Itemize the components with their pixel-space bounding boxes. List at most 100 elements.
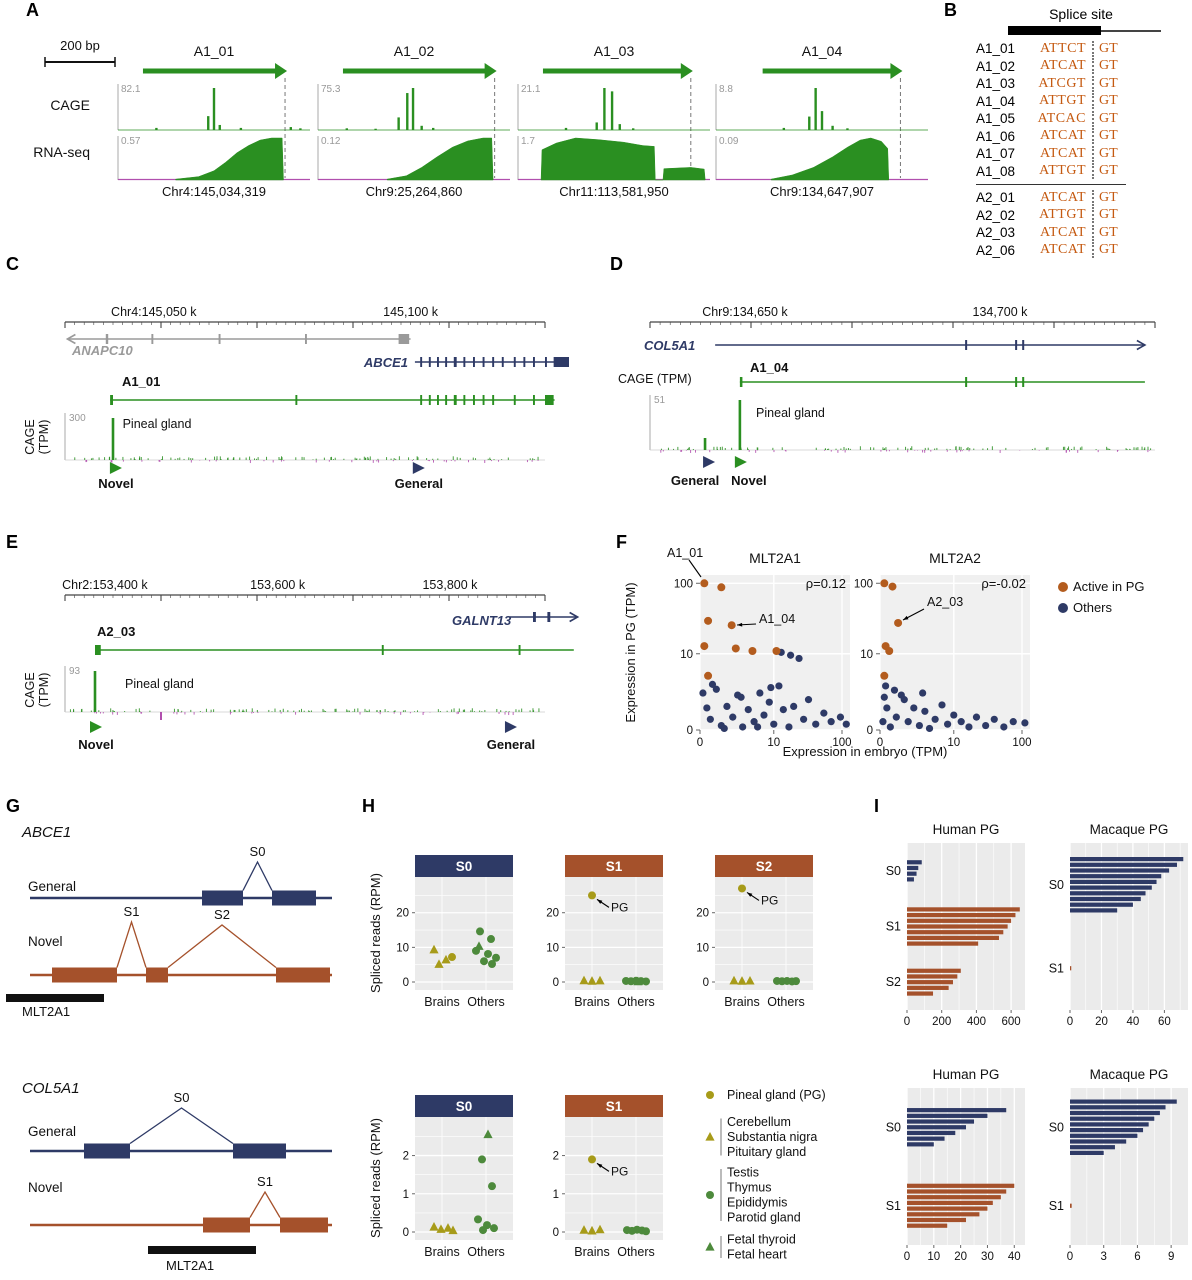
- strip-header: [415, 1095, 513, 1117]
- strip-header: [565, 1095, 663, 1117]
- bar: [1070, 1116, 1155, 1121]
- group-divider: [976, 184, 1126, 185]
- bar: [1070, 908, 1118, 913]
- splice-site-title: Splice site: [1049, 6, 1113, 22]
- splice-id: A2_06: [976, 242, 1016, 258]
- panel-e-galnt13-locus: Chr2:153,400 k 153,600 k 153,800 k GALNT13 A…: [23, 578, 580, 752]
- strip-title: S1: [606, 1099, 623, 1114]
- group-label: S1: [886, 1199, 901, 1213]
- category-label: Brains: [724, 995, 759, 1009]
- strip-title: S2: [756, 859, 773, 874]
- general-promoter-marker: [412, 462, 425, 474]
- splice-sequence: ATTGT: [1039, 93, 1086, 109]
- legend-dot: [1058, 603, 1068, 613]
- group-label: S0: [1049, 878, 1064, 892]
- signal-axis-max: 93: [69, 666, 81, 677]
- cage-signal: [345, 88, 435, 130]
- scalebar: 200 bp: [44, 38, 116, 67]
- splice-row-A1_03: A1_03 ATCGT GT: [976, 75, 1126, 93]
- COL5A1-novel-model: Novel S1: [28, 1174, 332, 1233]
- splice-id: A2_03: [976, 225, 1016, 241]
- locus-coordinates: Chr9:134,647,907: [770, 184, 874, 199]
- y-tick-label: 20: [546, 908, 559, 920]
- x-tick-label: 30: [981, 1251, 994, 1263]
- general-promoter-label: General: [395, 476, 443, 491]
- splice-gt-dinucleotide: GT: [1092, 163, 1118, 180]
- transcript-name: A1_02: [394, 43, 435, 59]
- strip-header: [565, 855, 663, 877]
- splice-junction-label: S0: [250, 844, 266, 859]
- splice-sequence: ATTGT: [1039, 163, 1086, 179]
- splice-id: A1_02: [976, 58, 1016, 74]
- mlt2a1-repeat-bar: [148, 1246, 256, 1254]
- chart-title: Macaque PG: [1090, 1067, 1169, 1082]
- exon-bar: [1008, 26, 1101, 35]
- splice-sequence: ATCAC: [1037, 110, 1086, 126]
- group-label: S0: [1049, 1120, 1064, 1134]
- bar: [907, 980, 953, 985]
- bar: [1070, 857, 1184, 862]
- bar: [1070, 1139, 1127, 1144]
- bar: [907, 1183, 1015, 1188]
- bar: [907, 865, 919, 871]
- signal-axis-max: 51: [654, 395, 666, 406]
- gene-ABCE1: ABCE1: [363, 355, 569, 370]
- novel-promoter-marker: [90, 721, 102, 733]
- signal-axis-max: 300: [69, 413, 86, 424]
- x-tick-label: 10: [767, 737, 780, 749]
- ABCE1-novel-model: Novel S1 S2: [28, 904, 332, 983]
- y-axis-label: (TPM): [37, 673, 51, 708]
- splice-row-A2_06: A2_06 ATCAT GT: [976, 242, 1126, 260]
- novel-promoter-label: Novel: [731, 473, 766, 488]
- cage-axis-max: 75.3: [321, 84, 341, 95]
- legend-label: Cerebellum: [727, 1115, 791, 1129]
- splice-row-A1_02: A1_02 ATCAT GT: [976, 58, 1126, 76]
- legend-label: Thymus: [727, 1181, 771, 1195]
- bar: [907, 985, 949, 990]
- bar: [907, 860, 922, 865]
- model-label: Novel: [28, 1180, 63, 1195]
- splice-gt-dinucleotide: GT: [1092, 93, 1118, 110]
- novel-promoter-label: Novel: [78, 737, 113, 752]
- splice-sequence: ATCAT: [1039, 145, 1086, 161]
- bar: [907, 1113, 988, 1118]
- group-label: S1: [1049, 1199, 1064, 1213]
- legend-label: Pituitary gland: [727, 1145, 806, 1159]
- barchart-human-pg: Human PG 0 200 400 600 S0 S1 S2: [886, 822, 1025, 1028]
- group-label: S2: [886, 975, 901, 989]
- locus-panel-A1_02: A1_02 75.3 0.12 Chr9:25,264,860: [317, 43, 510, 199]
- arrowhead: [890, 63, 903, 79]
- coordinate-label: 153,800 k: [422, 578, 478, 592]
- bar: [907, 1217, 966, 1223]
- transcript-name: A1_03: [594, 43, 635, 59]
- cage-signal: [155, 88, 302, 130]
- splice-row-A2_02: A2_02 ATTGT GT: [976, 207, 1126, 225]
- chart-title: Macaque PG: [1090, 822, 1169, 837]
- rnaseq-axis-max: 0.57: [121, 136, 141, 147]
- dotplot-S0: S0: [415, 1095, 513, 1240]
- bar: [907, 907, 1020, 912]
- category-label: Brains: [574, 1245, 609, 1259]
- genome-ruler: Chr4:145,050 k 145,100 k: [64, 305, 546, 328]
- legend-label: Active in PG: [1073, 579, 1145, 594]
- x-tick-label: 6: [1134, 1251, 1140, 1263]
- splice-junction-label: S2: [214, 907, 230, 922]
- splice-row-A1_04: A1_04 ATTGT GT: [976, 93, 1126, 111]
- y-tick-label: 0: [553, 1227, 559, 1239]
- splice-row-A1_06: A1_06 ATCAT GT: [976, 128, 1126, 146]
- splice-id: A1_05: [976, 111, 1016, 127]
- pg-annotation: PG: [611, 900, 628, 914]
- splice-sequence: ATCGT: [1038, 75, 1086, 91]
- panel-d-col5a1-locus: Chr9:134,650 k 134,700 k COL5A1 A1_04 51 Pine…: [618, 305, 1156, 488]
- cage-signal: [564, 88, 635, 130]
- x-tick-label: 0: [904, 1016, 910, 1028]
- rnaseq-axis-max: 0.12: [321, 136, 341, 147]
- bar: [1070, 891, 1146, 896]
- x-tick-label: 40: [1008, 1251, 1021, 1263]
- splice-row-A1_07: A1_07 ATCAT GT: [976, 145, 1126, 163]
- bar: [1070, 1110, 1160, 1116]
- splice-gt-dinucleotide: GT: [1092, 145, 1118, 162]
- splice-gt-dinucleotide: GT: [1092, 207, 1118, 224]
